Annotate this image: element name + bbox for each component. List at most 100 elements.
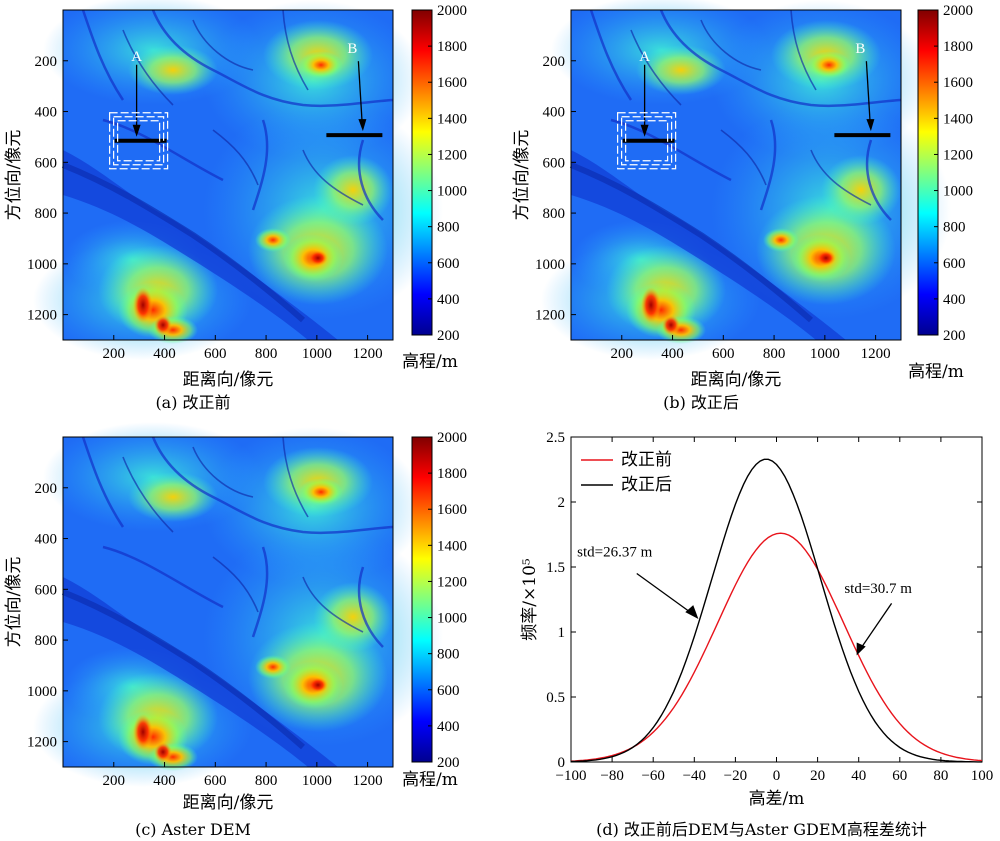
y-tick-label: 200 (543, 54, 566, 70)
x-tick-label: 0 (773, 768, 781, 784)
annotation-text: std=30.7 m (844, 581, 912, 597)
axes-frame (62, 436, 394, 768)
colorbar-tick-label: 1400 (437, 538, 467, 554)
annotation-arrow (865, 61, 872, 128)
panel-caption: (a) 改正前 (155, 393, 230, 412)
x-tick-label: 400 (153, 773, 176, 789)
y-axis-label: 方位向/像元 (4, 557, 24, 648)
colorbar-tick-label: 1200 (437, 574, 467, 590)
colorbar-tick-label: 400 (943, 292, 966, 308)
y-tick-label: 0.5 (546, 690, 565, 706)
colorbar-tick-label: 1400 (437, 111, 467, 127)
x-tick-label: 40 (851, 768, 866, 784)
colorbar-tick-label: 1600 (437, 75, 467, 91)
x-tick-label: 600 (204, 346, 227, 362)
panels: 200 400 600 800 1000 120020040060080010001200… (4, 0, 993, 839)
colorbar-tick-label: 400 (437, 719, 460, 735)
y-tick-label: 800 (543, 206, 566, 222)
y-tick-label: 1 (558, 625, 566, 641)
y-tick-label: 2.5 (546, 430, 565, 446)
y-tick-label: 800 (35, 206, 58, 222)
colorbar-label: 高程/m (908, 362, 964, 382)
colorbar-tick-label: 200 (943, 328, 966, 344)
colorbar-tick-label: 1000 (437, 611, 467, 627)
x-axis-label: 距离向/像元 (691, 370, 782, 390)
colorbar-tick-label: 2000 (437, 430, 467, 446)
colorbar-tick-label: 2000 (437, 3, 467, 19)
selection-box (113, 116, 165, 166)
arrow-head (640, 124, 649, 137)
colorbar-tick-label: 1600 (437, 502, 467, 518)
x-tick-label: 1000 (302, 773, 332, 789)
y-tick-label: 400 (35, 532, 58, 548)
x-tick-label: 1000 (810, 346, 840, 362)
x-tick-label: 200 (103, 346, 126, 362)
colorbar-label: 高程/m (402, 770, 458, 790)
x-tick-label: 800 (763, 346, 786, 362)
x-tick-label: 200 (611, 346, 634, 362)
panel-caption: (b) 改正后 (663, 393, 739, 412)
y-tick-label: 800 (35, 633, 58, 649)
y-axis-label: 方位向/像元 (4, 130, 24, 221)
x-axis-label: 距离向/像元 (183, 370, 274, 390)
y-axis-label: 方位向/像元 (512, 130, 532, 221)
panel-caption: (c) Aster DEM (135, 820, 251, 839)
x-tick-label: 600 (712, 346, 735, 362)
arrow-head (685, 605, 699, 619)
y-tick-label: 1200 (535, 308, 565, 324)
x-tick-label: 800 (255, 346, 278, 362)
annotation-label: B (855, 41, 865, 57)
annotation-arrow (636, 572, 695, 616)
y-tick-label: 200 (35, 481, 58, 497)
annotation-text: std=26.37 m (577, 545, 652, 561)
axes-frame (570, 436, 983, 763)
x-tick-label: 600 (204, 773, 227, 789)
y-tick-label: 2 (558, 495, 566, 511)
colorbar-tick-label: 200 (437, 328, 460, 344)
y-tick-label: 200 (35, 54, 58, 70)
x-tick-label: −60 (641, 768, 664, 784)
panel-caption: (d) 改正前后DEM与Aster GDEM高程差统计 (596, 820, 927, 839)
annotation-arrow (357, 61, 364, 128)
x-tick-label: 200 (103, 773, 126, 789)
x-tick-label: 800 (255, 773, 278, 789)
selection-box (109, 112, 169, 170)
legend-label: 改正后 (621, 475, 672, 495)
dem-panel-0: 200 400 600 800 1000 1200 200 400 600 800 1000 1200… (4, 0, 467, 412)
colorbar (411, 436, 433, 763)
arrow-head (358, 119, 367, 132)
dem-panel-1: 200 400 600 800 1000 1200 200 400 600 800 1000 1200… (512, 0, 973, 412)
y-tick-label: 400 (543, 105, 566, 121)
colorbar-tick-label: 800 (437, 220, 460, 236)
colorbar-tick-label: 1800 (437, 466, 467, 482)
axes-frame (570, 9, 902, 341)
colorbar-label: 高程/m (402, 352, 458, 372)
colorbar-tick-label: 600 (437, 256, 460, 272)
annotation-label: A (131, 49, 142, 65)
x-tick-label: 400 (661, 346, 684, 362)
dem-image (33, 422, 443, 787)
arrow-head (866, 119, 875, 132)
x-tick-label: 1200 (861, 346, 891, 362)
y-tick-label: 1000 (535, 257, 565, 273)
colorbar-tick-label: 1800 (943, 39, 973, 55)
arrow-head (856, 642, 866, 656)
y-tick-label: 1200 (27, 735, 57, 751)
x-tick-label: 20 (810, 768, 825, 784)
x-axis-label: 高差/m (749, 789, 805, 809)
x-tick-label: −100 (556, 768, 587, 784)
colorbar-tick-label: 1400 (943, 111, 973, 127)
x-tick-label: 1000 (302, 346, 332, 362)
colorbar-tick-label: 1000 (437, 184, 467, 200)
colorbar-tick-label: 600 (943, 256, 966, 272)
x-tick-label: 100 (971, 768, 994, 784)
colorbar-tick-label: 1000 (943, 184, 973, 200)
colorbar-tick-label: 1200 (437, 147, 467, 163)
annotation-label: A (639, 49, 650, 65)
x-tick-label: −40 (683, 768, 706, 784)
x-tick-label: 400 (153, 346, 176, 362)
colorbar-tick-label: 800 (943, 220, 966, 236)
colorbar-tick-label: 400 (437, 292, 460, 308)
